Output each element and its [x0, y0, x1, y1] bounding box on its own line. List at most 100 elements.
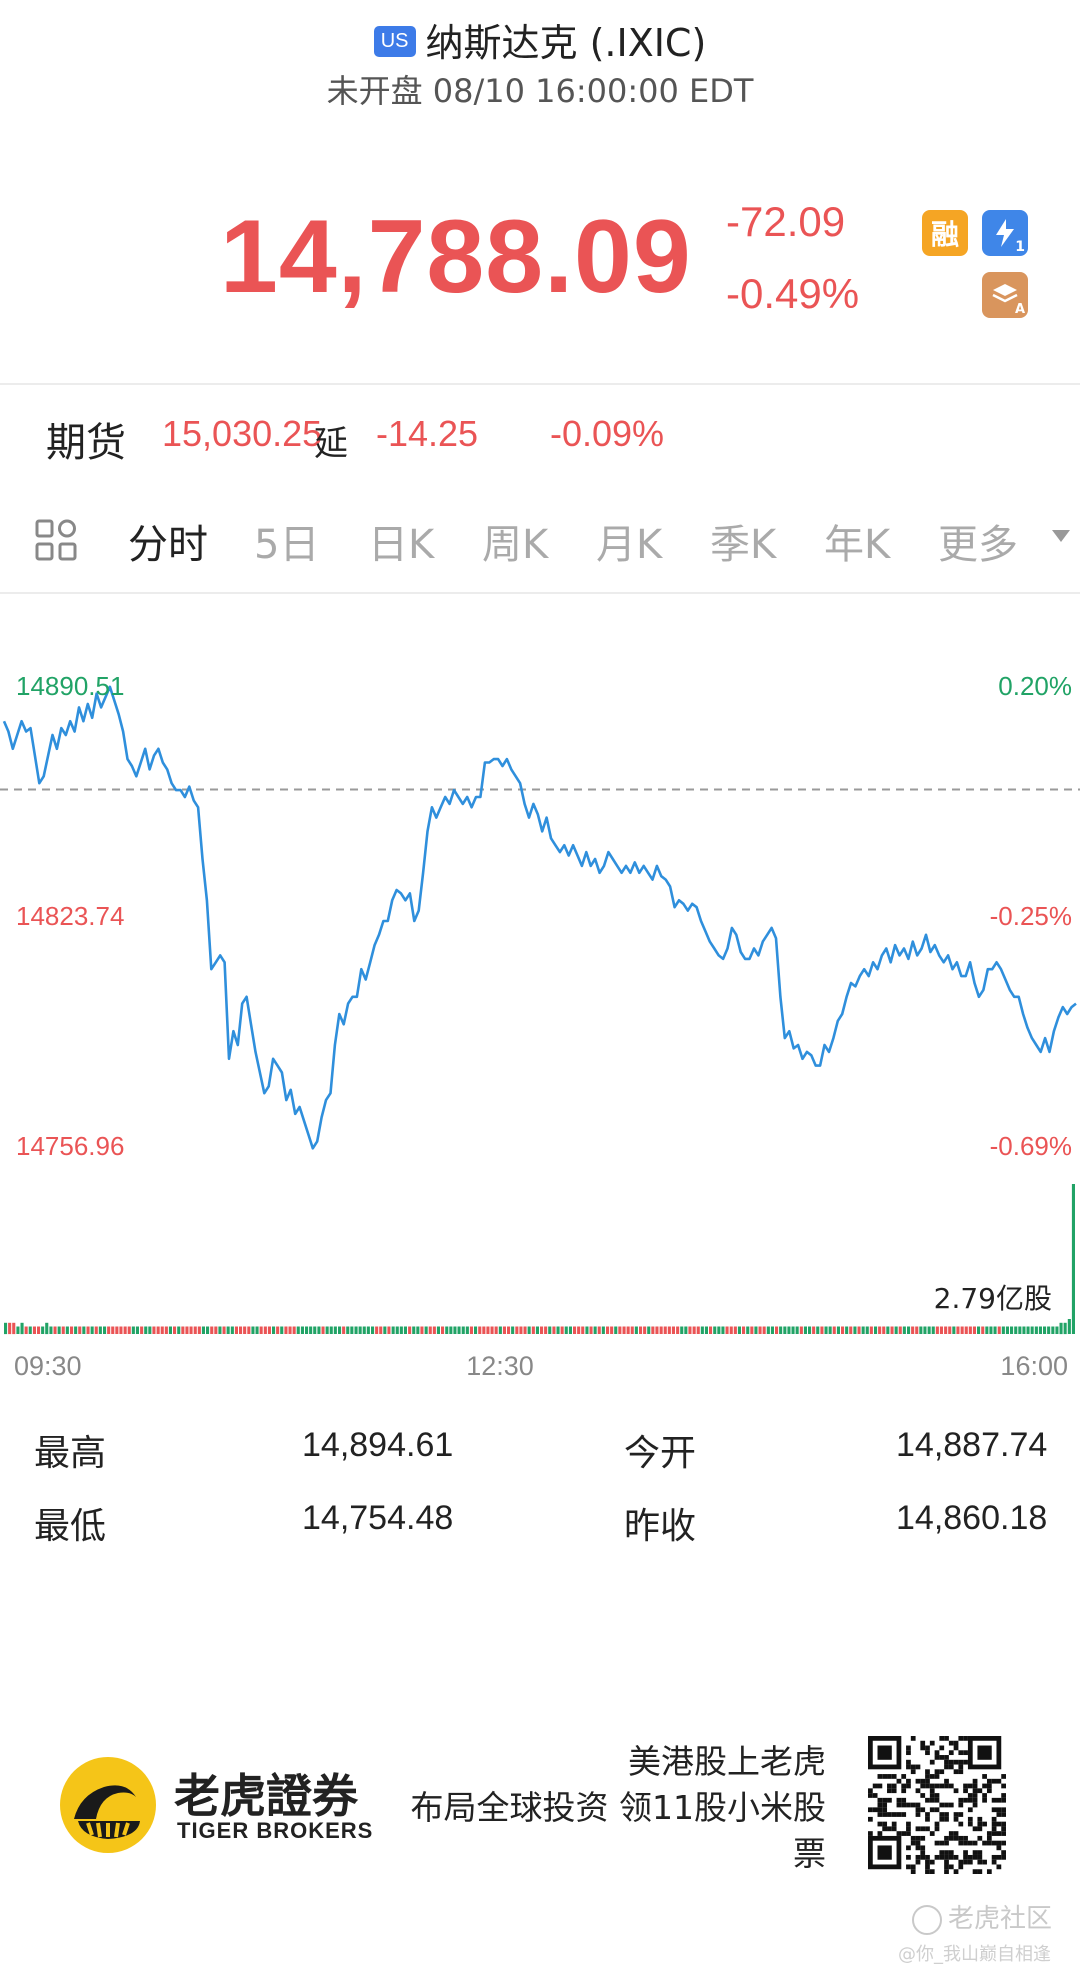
layout-grid-icon[interactable]: [34, 518, 78, 562]
volume-bar: [197, 1326, 201, 1334]
volume-bar: [1014, 1326, 1018, 1334]
volume-bar: [935, 1326, 939, 1334]
volume-bar: [663, 1326, 667, 1334]
divider: [0, 383, 1080, 385]
chevron-down-icon[interactable]: [1052, 530, 1070, 542]
volume-bar: [267, 1326, 271, 1334]
volume-bar: [333, 1326, 337, 1334]
volume-bar: [874, 1326, 878, 1334]
volume-bar: [1026, 1326, 1030, 1334]
volume-bar: [230, 1326, 234, 1334]
brand-name-en: TIGER BROKERS: [177, 1818, 374, 1843]
tab-intraday[interactable]: 分时: [128, 522, 208, 568]
volume-bar: [758, 1326, 762, 1334]
volume-bar: [993, 1326, 997, 1334]
volume-bar: [127, 1326, 131, 1334]
volume-bar: [288, 1326, 292, 1334]
volume-bar: [247, 1326, 251, 1334]
volume-bar: [164, 1326, 168, 1334]
futures-price: 15,030.25: [162, 413, 323, 454]
flash-icon[interactable]: 1: [982, 210, 1028, 256]
volume-bar: [255, 1326, 259, 1334]
volume-bar: [985, 1326, 989, 1334]
volume-bar: [276, 1326, 280, 1334]
volume-bar: [226, 1326, 230, 1334]
volume-bar: [626, 1326, 630, 1334]
volume-bar: [445, 1326, 449, 1334]
volume-bar: [511, 1326, 515, 1334]
tab-monthly-k[interactable]: 月K: [596, 522, 663, 568]
x-axis-label: 09:30: [14, 1351, 82, 1381]
y-axis-label: 14823.74: [16, 901, 124, 931]
volume-bar: [70, 1326, 74, 1334]
volume-bar: [606, 1326, 610, 1334]
volume-bar: [449, 1326, 453, 1334]
volume-bar: [272, 1326, 276, 1334]
volume-bar: [820, 1326, 824, 1334]
volume-bar: [453, 1326, 457, 1334]
volume-bar: [651, 1326, 655, 1334]
tab-daily-k[interactable]: 日K: [368, 522, 435, 568]
intraday-chart[interactable]: 14890.51 14823.74 14756.96 0.20% -0.25% -0.69…: [0, 640, 1080, 1390]
volume-bar: [742, 1326, 746, 1334]
volume-bar: [808, 1326, 812, 1334]
volume-bar: [284, 1326, 288, 1334]
volume-bar: [795, 1326, 799, 1334]
volume-bar: [168, 1326, 172, 1334]
volume-bar: [366, 1326, 370, 1334]
volume-bar: [585, 1326, 589, 1334]
volume-bar: [1043, 1326, 1047, 1334]
volume-bar: [676, 1326, 680, 1334]
volume-bar: [49, 1326, 53, 1334]
volume-bar: [878, 1326, 882, 1334]
volume-bar: [972, 1326, 976, 1334]
volume-bar: [766, 1326, 770, 1334]
tab-5day[interactable]: 5日: [254, 522, 320, 568]
margin-badge-label: 融: [930, 218, 959, 251]
volume-bar: [655, 1326, 659, 1334]
volume-bar: [589, 1326, 593, 1334]
open-label: 今开: [624, 1433, 697, 1474]
volume-bar: [964, 1326, 968, 1334]
volume-bar: [280, 1326, 284, 1334]
volume-bar: [981, 1326, 985, 1334]
volume-bar: [201, 1326, 205, 1334]
volume-bar: [346, 1326, 350, 1334]
volume-bar: [828, 1326, 832, 1334]
volume-bar: [849, 1326, 853, 1334]
volume-bar: [519, 1326, 523, 1334]
volume-bar: [300, 1326, 304, 1334]
volume-bar: [61, 1326, 65, 1334]
volume-bar: [465, 1326, 469, 1334]
layers-icon[interactable]: A: [982, 272, 1028, 318]
volume-bar: [861, 1326, 865, 1334]
volume-bar: [160, 1326, 164, 1334]
volume-bar: [907, 1326, 911, 1334]
volume-bar: [667, 1326, 671, 1334]
volume-bar: [775, 1326, 779, 1334]
volume-bar: [1005, 1326, 1009, 1334]
tab-yearly-k[interactable]: 年K: [824, 522, 891, 568]
volume-bar: [507, 1326, 511, 1334]
volume-bar: [548, 1326, 552, 1334]
volume-bar: [441, 1326, 445, 1334]
volume-bar: [754, 1326, 758, 1334]
volume-bar: [639, 1326, 643, 1334]
volume-bar: [189, 1326, 193, 1334]
y-axis-pct-label: -0.25%: [990, 901, 1072, 931]
volume-bar: [436, 1326, 440, 1334]
tab-more[interactable]: 更多: [938, 522, 1018, 568]
volume-bar: [700, 1326, 704, 1334]
volume-bar: [391, 1326, 395, 1334]
high-label: 最高: [34, 1433, 107, 1474]
volume-bar: [383, 1326, 387, 1334]
volume-bar: [630, 1326, 634, 1334]
tab-quarterly-k[interactable]: 季K: [710, 522, 777, 568]
volume-bar: [882, 1326, 886, 1334]
tab-weekly-k[interactable]: 周K: [482, 522, 549, 568]
community-logo-icon: [912, 1904, 942, 1935]
margin-badge-icon[interactable]: 融: [922, 210, 968, 256]
volume-bar: [8, 1322, 12, 1335]
volume-bar: [408, 1326, 412, 1334]
volume-bar: [832, 1326, 836, 1334]
